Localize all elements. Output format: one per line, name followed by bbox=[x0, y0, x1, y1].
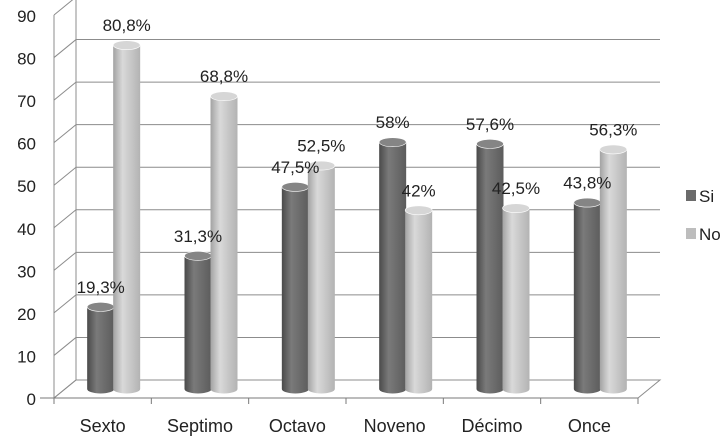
bar-si bbox=[281, 182, 310, 394]
bar-top bbox=[476, 139, 504, 149]
y-tick-label: 20 bbox=[17, 305, 36, 324]
bar-body bbox=[184, 255, 212, 394]
bar-body bbox=[476, 143, 504, 394]
bar-top bbox=[184, 251, 212, 261]
x-tick-label: Noveno bbox=[364, 416, 426, 436]
bar-si bbox=[378, 137, 407, 394]
bar-layer bbox=[86, 40, 628, 394]
legend-swatch bbox=[686, 228, 696, 239]
data-label: 47,5% bbox=[271, 158, 319, 177]
bar-body bbox=[599, 149, 627, 394]
bar-body bbox=[210, 96, 238, 394]
y-tick-label: 60 bbox=[17, 135, 36, 154]
bar-body bbox=[281, 186, 309, 394]
bar-body bbox=[502, 208, 530, 394]
data-label: 56,3% bbox=[589, 120, 637, 139]
legend: Si No bbox=[686, 187, 721, 244]
gridline-depth bbox=[53, 81, 77, 101]
bar-body bbox=[405, 210, 433, 394]
bar-no bbox=[404, 205, 433, 394]
bar-no bbox=[502, 203, 530, 394]
data-label: 52,5% bbox=[297, 137, 345, 156]
bar-body bbox=[113, 45, 141, 394]
x-tick-label: Septimo bbox=[167, 416, 233, 436]
x-tick-label: Once bbox=[568, 416, 611, 436]
bar-no bbox=[112, 40, 141, 394]
gridline-depth bbox=[53, 294, 77, 314]
bar-body bbox=[307, 165, 335, 394]
y-tick-label: 90 bbox=[17, 7, 36, 26]
x-tick-label: Sexto bbox=[80, 416, 126, 436]
legend-swatch bbox=[686, 190, 696, 201]
legend-label: No bbox=[699, 225, 721, 244]
y-tick-label: 50 bbox=[17, 177, 36, 196]
bar-top bbox=[210, 91, 238, 102]
bar-si bbox=[573, 197, 602, 394]
gridline-depth bbox=[53, 124, 77, 144]
bar-body bbox=[573, 202, 601, 394]
y-tick-label: 70 bbox=[17, 92, 36, 111]
bar-top bbox=[307, 160, 336, 171]
bar-no bbox=[307, 160, 336, 394]
bar-top bbox=[281, 182, 310, 192]
legend-label: Si bbox=[699, 187, 714, 206]
data-label: 42% bbox=[402, 181, 436, 200]
y-tick-label: 40 bbox=[17, 220, 36, 239]
data-label: 68,8% bbox=[200, 67, 248, 86]
bar-si bbox=[476, 139, 504, 394]
bar-top bbox=[378, 137, 407, 147]
bar-no bbox=[210, 91, 238, 394]
data-label: 58% bbox=[376, 113, 410, 132]
y-tick-label: 30 bbox=[17, 262, 36, 281]
gridline-depth bbox=[53, 337, 77, 356]
bar-top bbox=[502, 203, 530, 213]
grid-layer bbox=[52, 0, 662, 399]
data-label: 19,3% bbox=[77, 278, 125, 297]
bar-top bbox=[573, 197, 602, 208]
data-label: 43,8% bbox=[563, 174, 611, 193]
bar-top bbox=[86, 302, 115, 312]
data-label-layer: 19,3% 31,3% 47,5% 58% 57,6% 43,8% 80,8% 68,8% 52… bbox=[77, 16, 638, 297]
y-tick-label: 10 bbox=[17, 347, 36, 366]
y-tick-label: 80 bbox=[17, 50, 36, 69]
data-label: 80,8% bbox=[103, 16, 151, 35]
data-label: 57,6% bbox=[466, 115, 514, 134]
bar-top bbox=[112, 40, 141, 50]
bar-si bbox=[184, 251, 212, 394]
gridline-depth bbox=[53, 209, 77, 229]
bar-si bbox=[86, 302, 115, 394]
gridline-depth bbox=[53, 39, 77, 58]
y-tick-label: 0 bbox=[27, 390, 36, 409]
bar-no bbox=[599, 144, 628, 394]
gridline-depth bbox=[53, 251, 77, 271]
x-tick-label: Octavo bbox=[269, 416, 326, 436]
gridline-depth bbox=[53, 166, 77, 186]
gridline-depth bbox=[53, 0, 74, 16]
bar-top bbox=[404, 205, 433, 216]
data-label: 31,3% bbox=[174, 227, 222, 246]
data-label: 42,5% bbox=[492, 179, 540, 198]
bar-top bbox=[599, 144, 628, 155]
x-tick-label: Décimo bbox=[461, 416, 522, 436]
bar-body bbox=[87, 306, 115, 394]
axis-layer: 0 10 20 30 40 50 60 70 80 90 Sexto Septimo Octavo Nov… bbox=[17, 0, 639, 436]
chart-floor bbox=[52, 379, 662, 399]
bar-body bbox=[379, 142, 407, 394]
